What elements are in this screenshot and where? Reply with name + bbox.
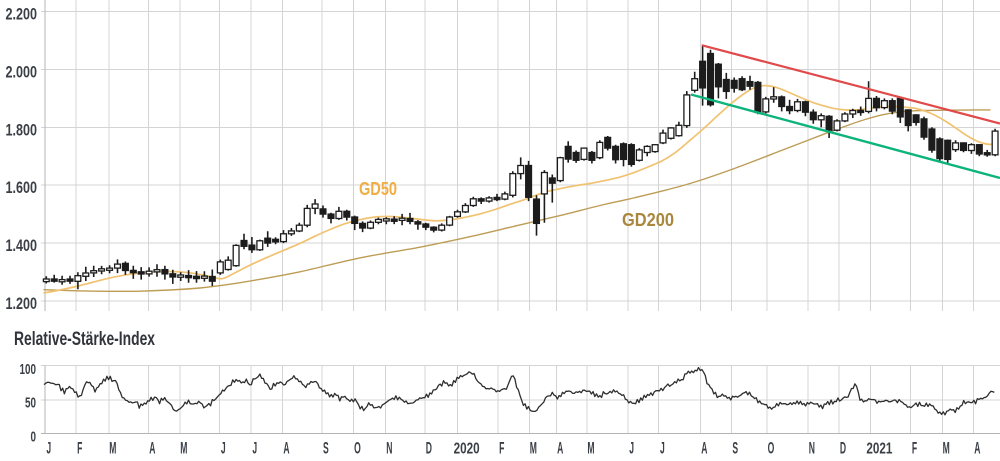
svg-text:D: D [426,438,432,456]
svg-text:2021: 2021 [866,440,892,456]
svg-text:J: J [252,438,257,456]
svg-text:M: M [587,438,594,456]
svg-text:N: N [809,438,815,456]
svg-text:N: N [386,438,392,456]
svg-text:M: M [109,438,116,456]
svg-text:2020: 2020 [454,440,480,456]
svg-text:O: O [354,438,361,456]
svg-text:50: 50 [25,395,36,412]
svg-text:J: J [660,438,665,456]
svg-text:S: S [732,438,738,456]
svg-text:GD50: GD50 [359,179,397,199]
svg-text:A: A [557,438,564,456]
svg-text:S: S [323,438,329,456]
svg-text:M: M [180,438,187,456]
svg-text:100: 100 [20,361,37,378]
svg-text:A: A [283,438,290,456]
svg-text:M: M [530,438,537,456]
svg-text:A: A [974,438,981,456]
svg-text:O: O [768,438,775,456]
svg-text:1.600: 1.600 [6,178,38,197]
svg-text:F: F [77,438,82,456]
svg-text:GD200: GD200 [622,210,674,230]
svg-text:1.800: 1.800 [6,120,38,139]
svg-text:Relative-Stärke-Index: Relative-Stärke-Index [14,328,155,350]
svg-text:J: J [629,438,634,456]
svg-text:1.400: 1.400 [6,236,38,255]
svg-text:J: J [46,438,51,456]
svg-text:1.200: 1.200 [6,294,38,313]
svg-text:A: A [701,438,708,456]
svg-text:2.200: 2.200 [6,5,38,24]
svg-text:D: D [840,438,846,456]
svg-text:J: J [221,438,226,456]
svg-text:M: M [943,438,950,456]
svg-text:0: 0 [31,428,37,445]
svg-text:F: F [912,438,917,456]
svg-text:A: A [149,438,156,456]
svg-text:2.000: 2.000 [6,63,38,82]
svg-text:F: F [499,438,504,456]
